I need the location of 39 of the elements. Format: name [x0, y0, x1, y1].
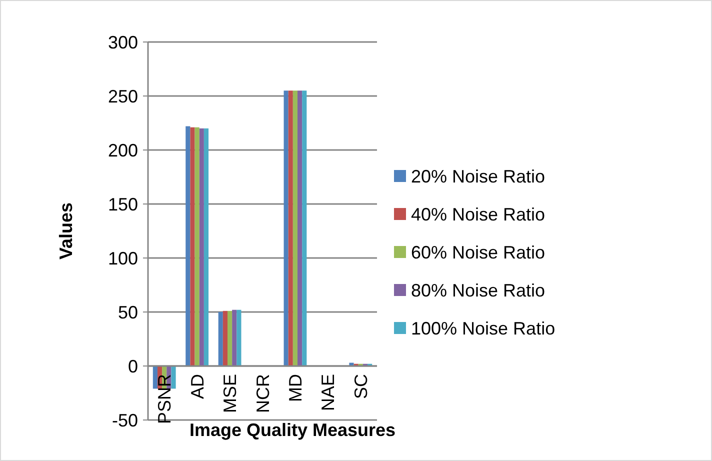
x-axis-title: Image Quality Measures	[189, 420, 396, 440]
bar	[186, 126, 190, 366]
legend-label: 40% Noise Ratio	[411, 204, 546, 224]
y-tick-label: 200	[108, 140, 138, 160]
y-tick-label: 300	[108, 32, 138, 52]
bar	[232, 310, 237, 366]
y-tick-label: 50	[118, 302, 138, 322]
y-tick-label: -50	[112, 410, 138, 430]
bar	[222, 310, 228, 366]
y-tick-label: 150	[108, 194, 138, 214]
bar	[218, 312, 223, 366]
x-tick-label: SC	[350, 374, 371, 400]
bar	[171, 366, 176, 389]
y-axis-title: Values	[56, 202, 76, 260]
x-tick-label: MSE	[220, 374, 240, 414]
x-tick-label: PSNR	[154, 374, 175, 424]
bar	[302, 90, 307, 366]
bar	[227, 310, 232, 366]
bar	[199, 128, 204, 366]
x-tick-label: NCR	[252, 374, 273, 413]
y-tick-label: 0	[128, 356, 138, 376]
x-tick-label: AD	[187, 374, 208, 400]
bar	[236, 310, 242, 366]
x-tick-label: NAE	[318, 374, 338, 412]
legend-label: 80% Noise Ratio	[411, 280, 546, 300]
bar	[190, 127, 195, 366]
bar	[204, 128, 209, 366]
bar	[284, 90, 288, 366]
legend-label: 20% Noise Ratio	[411, 166, 546, 186]
x-tick-label: MD	[286, 374, 306, 402]
bar	[298, 90, 302, 366]
legend-label: 60% Noise Ratio	[411, 242, 546, 262]
bar	[194, 127, 200, 366]
bar	[152, 366, 158, 389]
y-tick-label: 100	[108, 248, 138, 268]
legend-label: 100% Noise Ratio	[411, 318, 556, 338]
y-tick-label: 250	[108, 86, 138, 106]
bar	[292, 90, 298, 366]
bar	[288, 90, 293, 366]
